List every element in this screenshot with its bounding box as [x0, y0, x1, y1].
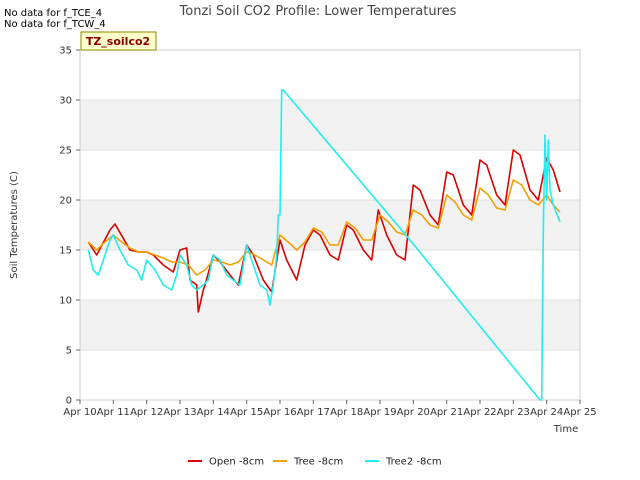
badge-box	[80, 31, 157, 51]
grid-band	[80, 100, 580, 150]
badge: TZ_soilco2	[80, 31, 157, 51]
chart-title: Tonzi Soil CO2 Profile: Lower Temperatur…	[179, 4, 457, 19]
x-tick-label: Apr 15	[230, 407, 263, 418]
y-tick-label: 5	[66, 346, 72, 357]
no-data-note-1: No data for f_TCE_4	[4, 8, 103, 19]
series-line-tree-8cm	[87, 179, 561, 276]
x-tick-label: Apr 11	[97, 407, 130, 418]
y-tick-label: 0	[66, 396, 72, 407]
series-line-open-8cm	[87, 149, 561, 313]
series-line-tree2-8cm	[87, 89, 561, 401]
x-tick-label: Apr 19	[363, 407, 396, 418]
x-tick-label: Apr 13	[163, 407, 196, 418]
x-tick-label: Apr 18	[330, 407, 363, 418]
x-tick-label: Apr 21	[430, 407, 463, 418]
x-tick-label: Apr 10	[63, 407, 96, 418]
x-tick-label: Apr 14	[197, 407, 230, 418]
x-tick-label: Apr 20	[397, 407, 430, 418]
x-axis-ticks: Apr 10 Apr 11 Apr 12 Apr 13 Apr 14 Apr 15 Apr …	[63, 400, 597, 418]
x-tick-label: Apr 16	[263, 407, 296, 418]
grid-bands	[80, 49, 580, 401]
y-tick-label: 35	[59, 46, 72, 57]
y-tick-label: 20	[59, 196, 72, 207]
legend-item: Tree2 -8cm	[365, 457, 442, 468]
x-tick-label: Apr 17	[297, 407, 330, 418]
series-lines	[87, 89, 561, 401]
x-tick-label: Apr 25	[563, 407, 596, 418]
y-tick-label: 25	[59, 146, 72, 157]
legend-item: Open -8cm	[188, 457, 264, 468]
legend-label: Tree -8cm	[293, 457, 343, 468]
no-data-note-2: No data for f_TCW_4	[4, 19, 106, 30]
x-tick-label: Apr 12	[130, 407, 163, 418]
legend-label: Open -8cm	[209, 457, 264, 468]
x-tick-label: Apr 22	[463, 407, 496, 418]
x-axis-title: Time	[553, 424, 578, 435]
y-axis-ticks: 0 5 10 15 20 25 30 35	[59, 46, 80, 407]
y-tick-label: 30	[59, 96, 72, 107]
legend: Open -8cm Tree -8cm Tree2 -8cm	[188, 457, 442, 468]
x-tick-label: Apr 23	[497, 407, 530, 418]
badge-label: TZ_soilco2	[86, 35, 150, 48]
axes	[79, 49, 581, 401]
legend-item: Tree -8cm	[273, 457, 343, 468]
plot-frame	[79, 49, 581, 401]
y-tick-label: 10	[59, 296, 72, 307]
grid-band	[80, 300, 580, 350]
x-tick-label: Apr 24	[530, 407, 563, 418]
legend-label: Tree2 -8cm	[385, 457, 442, 468]
y-tick-label: 15	[59, 246, 72, 257]
y-axis-title: Soil Temperatures (C)	[9, 171, 20, 279]
